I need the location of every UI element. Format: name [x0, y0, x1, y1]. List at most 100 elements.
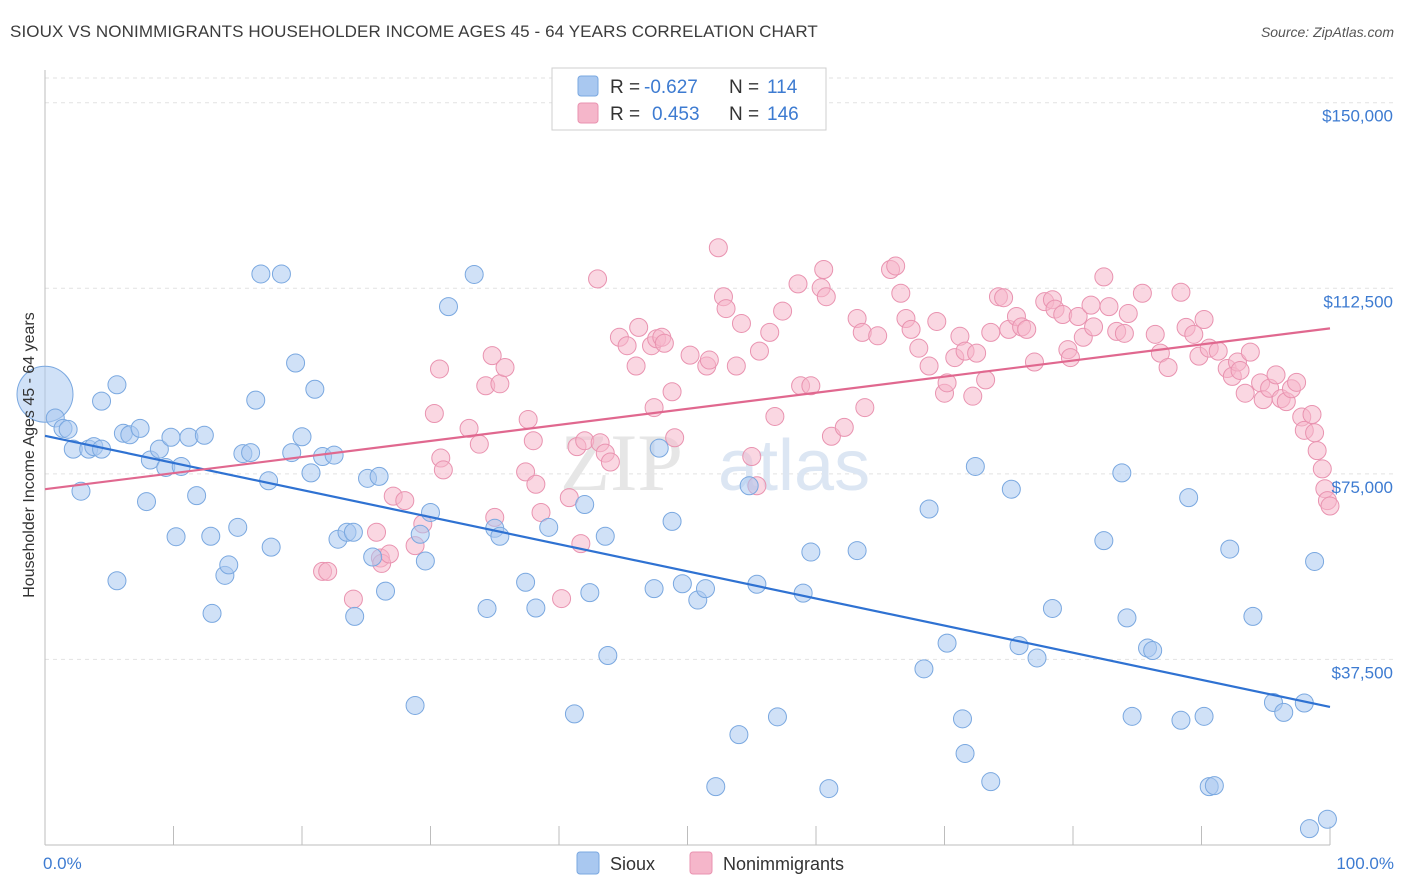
bottom-legend-label-nonimmigrants: Nonimmigrants [723, 854, 844, 874]
sioux-point [1204, 776, 1224, 796]
sioux-point [952, 709, 972, 729]
sioux-point [292, 427, 312, 447]
sioux-point [137, 492, 157, 512]
legend-n-value-sioux: 114 [767, 77, 798, 98]
nonimmigrants-point [1235, 383, 1255, 403]
sioux-point [706, 777, 726, 797]
y-axis-label: Householder Income Ages 45 - 64 years [21, 312, 38, 598]
sioux-point [564, 704, 584, 724]
nonimmigrants-point [855, 398, 875, 418]
sioux-point [539, 517, 559, 537]
nonimmigrants-point [976, 370, 996, 390]
nonimmigrants-point [1060, 348, 1080, 368]
sioux-point [343, 522, 363, 542]
chart-title: SIOUX VS NONIMMIGRANTS HOUSEHOLDER INCOM… [10, 22, 818, 41]
nonimmigrants-point [588, 269, 608, 289]
sioux-point [71, 481, 91, 501]
nonimmigrants-point [429, 359, 449, 379]
sioux-point [955, 743, 975, 763]
sioux-point [965, 456, 985, 476]
nonimmigrants-point [1094, 267, 1114, 287]
legend-swatch-sioux [577, 75, 599, 97]
sioux-point [919, 499, 939, 519]
nonimmigrants-point [629, 317, 649, 337]
nonimmigrants-point [742, 447, 762, 467]
watermark-zip: ZIP [560, 417, 683, 508]
nonimmigrants-point [626, 356, 646, 376]
nonimmigrants-point [469, 434, 489, 454]
sioux-point [107, 571, 127, 591]
nonimmigrants-point [433, 460, 453, 480]
sioux-point [739, 476, 759, 496]
nonimmigrants-point [901, 319, 921, 339]
nonimmigrants-point [379, 544, 399, 564]
nonimmigrants-point [1184, 324, 1204, 344]
nonimmigrants-point [927, 311, 947, 331]
nonimmigrants-point [1302, 404, 1322, 424]
nonimmigrants-point [1099, 297, 1119, 317]
sioux-trend-line [44, 434, 1331, 709]
watermark-atlas: atlas [718, 426, 870, 506]
sioux-point [575, 495, 595, 515]
sioux-point [1143, 641, 1163, 661]
sioux-point [241, 443, 261, 463]
nonimmigrants-point [868, 326, 888, 346]
x-tick-label-min: 0.0% [43, 854, 82, 873]
sioux-point [595, 526, 615, 546]
sioux-point [58, 419, 78, 439]
sioux-point [345, 606, 365, 626]
nonimmigrants-point [1266, 365, 1286, 385]
nonimmigrants-point [967, 343, 987, 363]
sioux-point [644, 579, 664, 599]
sioux-point [261, 537, 281, 557]
sioux-point [672, 574, 692, 594]
sioux-point [1117, 608, 1137, 628]
sioux-point [516, 572, 536, 592]
nonimmigrants-point [731, 313, 751, 333]
y-tick-label: $112,500 [1323, 292, 1393, 311]
nonimmigrants-point [662, 382, 682, 402]
sioux-point [847, 541, 867, 561]
data-points [16, 238, 1340, 839]
nonimmigrants-point [482, 346, 502, 366]
y-tick-labels: $37,500 $75,000 $112,500 $150,000 [1322, 107, 1393, 683]
nonimmigrants-point [531, 502, 551, 522]
nonimmigrants-point [891, 283, 911, 303]
sioux-point [324, 445, 344, 465]
sioux-point [1243, 606, 1263, 626]
sioux-point [228, 517, 248, 537]
nonimmigrants-point [1084, 317, 1104, 337]
sioux-point [305, 379, 325, 399]
nonimmigrants-point [1240, 342, 1260, 362]
sioux-point [793, 583, 813, 603]
sioux-point [438, 297, 458, 317]
nonimmigrants-point [424, 404, 444, 424]
sioux-point [1179, 488, 1199, 508]
nonimmigrants-trend-line [44, 327, 1331, 491]
nonimmigrants-point [963, 386, 983, 406]
sioux-point [526, 598, 546, 618]
nonimmigrants-point [1118, 304, 1138, 324]
nonimmigrants-point [749, 341, 769, 361]
sioux-point [301, 463, 321, 483]
sioux-point [251, 264, 271, 284]
nonimmigrants-point [1081, 295, 1101, 315]
legend-r-value-nonimmigrants: 0.453 [652, 104, 700, 125]
sioux-point [649, 438, 669, 458]
sioux-point [695, 579, 715, 599]
sioux-point [1122, 706, 1142, 726]
sioux-point [166, 527, 186, 547]
nonimmigrants-point [716, 299, 736, 319]
legend-box: R = -0.627 N = 114 R = 0.453 N = 146 [551, 67, 827, 131]
nonimmigrants-point [1230, 360, 1250, 380]
nonimmigrants-point [518, 409, 538, 429]
nonimmigrants-point [1132, 283, 1152, 303]
nonimmigrants-point [665, 428, 685, 448]
nonimmigrants-point [909, 338, 929, 358]
x-tick-label-max: 100.0% [1336, 854, 1394, 873]
sioux-point [369, 466, 389, 486]
sioux-point [202, 603, 222, 623]
sioux-point [410, 524, 430, 544]
sioux-point [271, 264, 291, 284]
legend-r-value-sioux: -0.627 [644, 77, 698, 98]
